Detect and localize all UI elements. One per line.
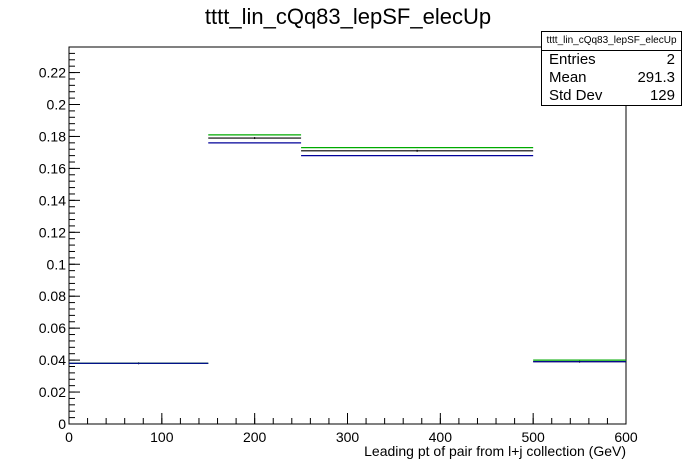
x-tick-label: 100 [150, 429, 174, 445]
stats-stddev-value: 129 [650, 87, 675, 105]
x-tick-label: 300 [336, 429, 360, 445]
y-tick-label: 0.1 [47, 256, 67, 272]
stats-name: tttt_lin_cQq83_lepSF_elecUp [542, 32, 681, 51]
x-axis-label: Leading pt of pair from l+j collection (… [364, 443, 626, 459]
y-tick-label: 0.08 [39, 288, 66, 304]
stats-mean-value: 291.3 [637, 69, 675, 87]
stats-stddev-row: Std Dev 129 [542, 87, 681, 105]
stats-mean-row: Mean 291.3 [542, 69, 681, 87]
y-tick-label: 0.06 [39, 320, 66, 336]
y-tick-label: 0.02 [39, 384, 66, 400]
stats-box: tttt_lin_cQq83_lepSF_elecUp Entries 2 Me… [541, 31, 682, 106]
x-tick-label: 200 [243, 429, 267, 445]
y-tick-label: 0.18 [39, 128, 66, 144]
stats-entries-value: 2 [667, 51, 675, 69]
y-tick-label: 0.16 [39, 160, 66, 176]
y-tick-label: 0.14 [39, 192, 66, 208]
stats-entries-row: Entries 2 [542, 51, 681, 69]
y-tick-label: 0.12 [39, 224, 66, 240]
stats-entries-label: Entries [549, 51, 596, 69]
y-tick-label: 0.2 [47, 97, 67, 113]
y-tick-label: 0.04 [39, 352, 66, 368]
y-tick-label: 0.22 [39, 65, 66, 81]
stats-stddev-label: Std Dev [549, 87, 602, 105]
x-tick-label: 0 [65, 429, 73, 445]
stats-mean-label: Mean [549, 69, 587, 87]
